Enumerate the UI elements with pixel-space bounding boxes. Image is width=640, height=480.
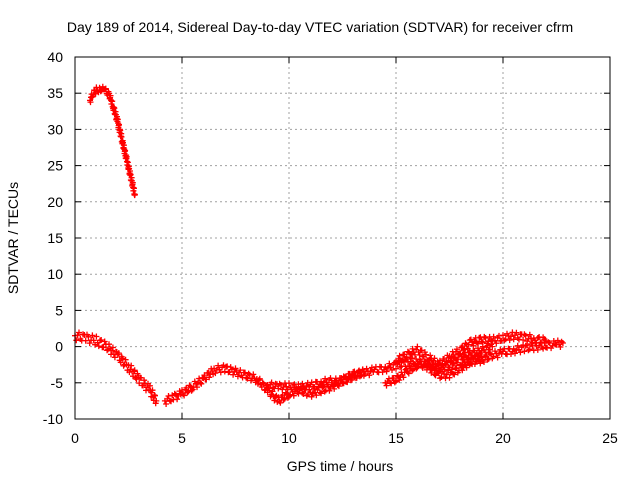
y-tick-label: -5 bbox=[51, 375, 64, 391]
series-arc-flat bbox=[264, 375, 335, 393]
y-axis-title: SDTVAR / TECUs bbox=[5, 182, 21, 294]
x-tick-label: 10 bbox=[281, 430, 297, 446]
y-tick-label: 40 bbox=[47, 49, 63, 65]
data-markers bbox=[457, 337, 566, 371]
chart-title: Day 189 of 2014, Sidereal Day-to-day VTE… bbox=[67, 19, 573, 35]
data-markers bbox=[87, 83, 138, 199]
y-tick-label: 10 bbox=[47, 266, 63, 282]
x-tick-label: 5 bbox=[178, 430, 186, 446]
axis-ticks: 0 5 10 15 20 25 -10 -5 0 5 10 15 20 25 30 35 40 bbox=[43, 49, 618, 446]
data-markers bbox=[264, 375, 335, 393]
y-tick-label: 0 bbox=[55, 339, 63, 355]
y-tick-label: 5 bbox=[55, 302, 63, 318]
series-arc-dip bbox=[161, 362, 260, 407]
data-markers bbox=[161, 362, 260, 407]
series-arc-high bbox=[87, 83, 138, 199]
y-tick-label: -10 bbox=[43, 411, 63, 427]
x-tick-label: 20 bbox=[495, 430, 511, 446]
series-arc-evening-b bbox=[457, 337, 566, 371]
y-tick-label: 35 bbox=[47, 85, 63, 101]
plot-data bbox=[72, 83, 566, 407]
x-tick-label: 0 bbox=[71, 430, 79, 446]
y-tick-label: 30 bbox=[47, 121, 63, 137]
data-markers bbox=[393, 329, 549, 370]
y-tick-label: 25 bbox=[47, 158, 63, 174]
y-tick-label: 20 bbox=[47, 194, 63, 210]
y-tick-label: 15 bbox=[47, 230, 63, 246]
x-tick-label: 15 bbox=[388, 430, 404, 446]
x-axis-title: GPS time / hours bbox=[287, 458, 394, 474]
x-tick-label: 25 bbox=[602, 430, 618, 446]
series-arc-evening-a bbox=[393, 329, 549, 370]
